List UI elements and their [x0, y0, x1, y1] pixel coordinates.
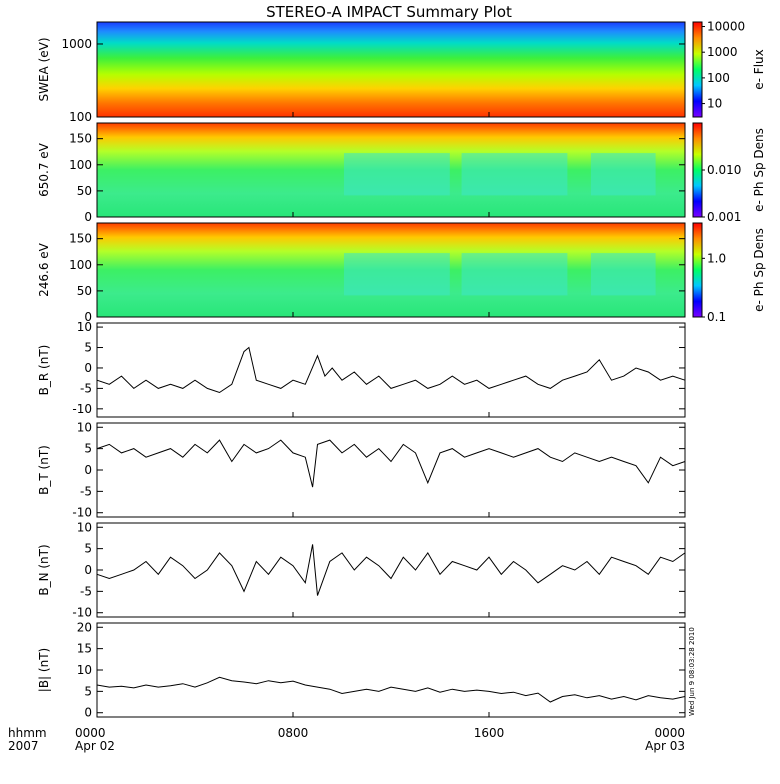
- y-tick-label: 20: [77, 620, 92, 634]
- y-axis-label: |B| (nT): [37, 648, 51, 692]
- colorbar: [692, 21, 703, 118]
- panel-2: 1.0 0.1 e- Ph Sp Dens 0 50 100 150 246.6 eV: [37, 222, 766, 324]
- y-tick-label: 1000: [61, 37, 92, 51]
- y-tick-label: -10: [72, 506, 92, 520]
- y-tick-label: 5: [84, 442, 92, 456]
- y-tick-label: 150: [69, 132, 92, 146]
- series-line: [96, 676, 686, 703]
- y-tick-label: 15: [77, 642, 92, 656]
- colorbar-tick-label: 0.1: [707, 310, 726, 324]
- heatmap-patch: [590, 153, 656, 196]
- heatmap-patch: [461, 253, 568, 296]
- y-tick-label: 0: [84, 210, 92, 224]
- y-tick-label: 10: [77, 420, 92, 434]
- time-tick-label: 0000: [654, 726, 685, 740]
- heatmap-patch: [343, 153, 450, 196]
- y-tick-label: 10: [77, 520, 92, 534]
- panel-0: 10000 1000 100 10 e- Flux 100 1000 SWEA (eV): [37, 20, 766, 124]
- colorbar-label: e- Ph Sp Dens: [752, 228, 766, 312]
- panel-6: 20 15 10 5 0 |B| (nT): [37, 620, 686, 720]
- y-tick-label: 0: [84, 310, 92, 324]
- y-tick-label: -10: [72, 402, 92, 416]
- y-tick-label: 5: [84, 684, 92, 698]
- colorbar-tick-label: 10000: [707, 20, 745, 34]
- y-tick-label: 50: [77, 184, 92, 198]
- colorbar-tick-label: 1.0: [707, 251, 726, 265]
- y-axis-label: SWEA (eV): [37, 37, 51, 101]
- colorbar-tick-label: 100: [707, 71, 730, 85]
- y-tick-label: -5: [80, 584, 92, 598]
- y-axis-label: B_N (nT): [37, 544, 51, 595]
- y-tick-label: 100: [69, 158, 92, 172]
- panel-frame: [96, 322, 686, 418]
- y-tick-label: 10: [77, 663, 92, 677]
- heatmap-patch: [590, 253, 656, 296]
- y-tick-label: 10: [77, 320, 92, 334]
- y-tick-label: 5: [84, 341, 92, 355]
- colorbar-tick-label: 0.001: [707, 210, 741, 224]
- y-axis-label: 246.6 eV: [37, 242, 51, 297]
- panel-frame: [96, 21, 686, 118]
- y-tick-label: -5: [80, 484, 92, 498]
- y-axis-label: B_R (nT): [37, 345, 51, 396]
- y-axis-label: B_T (nT): [37, 445, 51, 495]
- y-tick-label: -10: [72, 606, 92, 620]
- colorbar-label: e- Flux: [752, 49, 766, 89]
- time-tick-date-label: Apr 02: [75, 739, 115, 753]
- y-tick-label: 0: [84, 563, 92, 577]
- time-tick-label: 0000: [75, 726, 106, 740]
- heatmap-patch: [343, 253, 450, 296]
- series-line: [96, 346, 686, 394]
- y-tick-label: 5: [84, 542, 92, 556]
- panel-frame: [96, 222, 686, 318]
- panel-frame: [96, 422, 686, 518]
- y-axis-label: 650.7 eV: [37, 142, 51, 197]
- colorbar-tick-label: 10: [707, 97, 722, 111]
- colorbar-tick-label: 0.010: [707, 163, 741, 177]
- time-axis-label-line2: 2007: [8, 739, 39, 753]
- panel-frame: [96, 122, 686, 218]
- panel-3: 10 5 0 -5 -10 B_R (nT): [37, 320, 686, 418]
- series-line: [96, 439, 686, 488]
- colorbar: [692, 222, 703, 318]
- colorbar-label: e- Ph Sp Dens: [752, 128, 766, 212]
- y-tick-label: 0: [84, 361, 92, 375]
- panel-frame: [96, 522, 686, 618]
- timestamp-stamp: Wed Jun 9 08:03:28 2010: [688, 627, 696, 716]
- chart-title: STEREO-A IMPACT Summary Plot: [266, 3, 512, 21]
- y-tick-label: 100: [69, 258, 92, 272]
- y-tick-label: 100: [69, 110, 92, 124]
- time-tick-label: 0800: [278, 726, 309, 740]
- time-tick-date-label: Apr 03: [645, 739, 685, 753]
- y-tick-label: 0: [84, 463, 92, 477]
- panel-5: 10 5 0 -5 -10 B_N (nT): [37, 520, 686, 620]
- series-line: [96, 544, 686, 596]
- time-axis-label-line1: hhmm: [8, 726, 47, 740]
- panel-frame: [96, 622, 686, 718]
- heatmap-field: [97, 22, 685, 117]
- panel-4: 10 5 0 -5 -10 B_T (nT): [37, 420, 686, 520]
- colorbar: [692, 122, 703, 218]
- y-tick-label: 150: [69, 232, 92, 246]
- time-tick-label: 1600: [474, 726, 505, 740]
- heatmap-patch: [461, 153, 568, 196]
- colorbar-tick-label: 1000: [707, 45, 738, 59]
- y-tick-label: 50: [77, 284, 92, 298]
- y-tick-label: -5: [80, 381, 92, 395]
- panel-1: 0.010 0.001 e- Ph Sp Dens 0 50 100 150 650.7 eV: [37, 122, 766, 224]
- y-tick-label: 0: [84, 706, 92, 720]
